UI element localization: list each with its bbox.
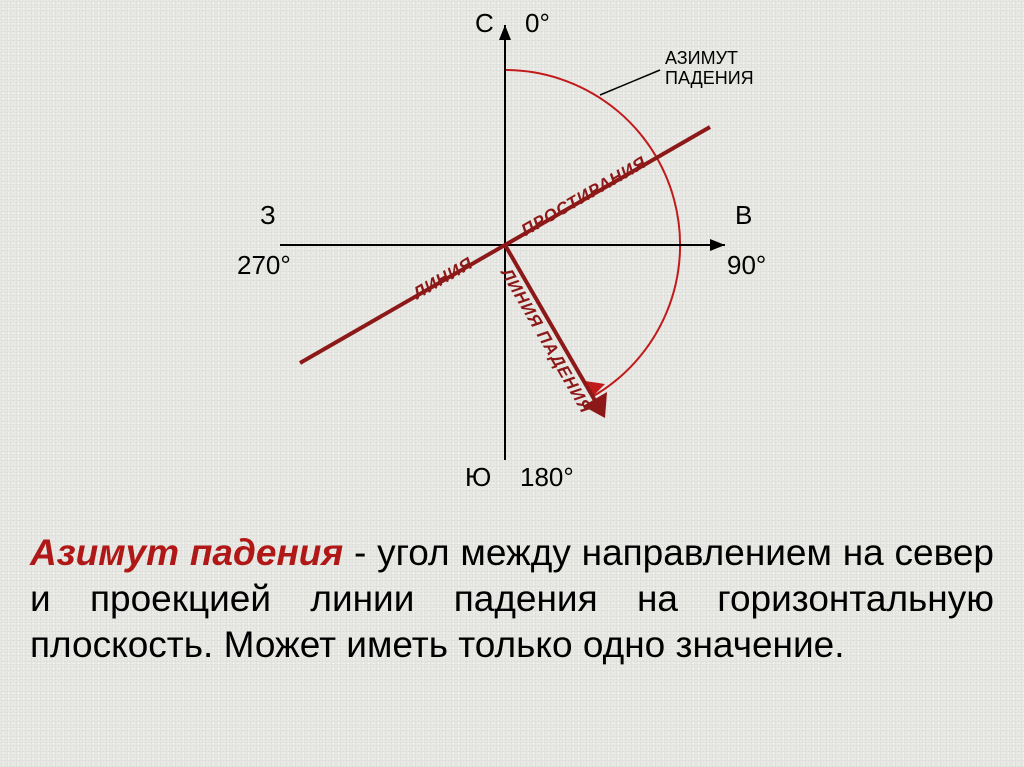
dip-line [505, 245, 597, 404]
west-label: З [260, 200, 276, 231]
azimuth-callout-line2: ПАДЕНИЯ [665, 68, 754, 89]
north-label: С [475, 8, 494, 39]
south-label: Ю [465, 462, 491, 493]
azimuth-diagram: С 0° В 90° Ю 180° З 270° ПРОСТИРАНИЯ ЛИН… [205, 0, 805, 510]
south-degree: 180° [520, 462, 574, 493]
caption-term: Азимут падения [30, 532, 343, 573]
caption-sep: - [343, 532, 377, 573]
caption: Азимут падения - угол между направлением… [30, 530, 994, 668]
north-degree: 0° [525, 8, 550, 39]
azimuth-callout-line1: АЗИМУТ [665, 48, 738, 69]
azimuth-callout-leader [600, 70, 660, 95]
axis-north-arrowhead [499, 25, 511, 40]
axis-east-arrowhead [710, 239, 725, 251]
east-degree: 90° [727, 250, 766, 281]
east-label: В [735, 200, 752, 231]
west-degree: 270° [237, 250, 291, 281]
